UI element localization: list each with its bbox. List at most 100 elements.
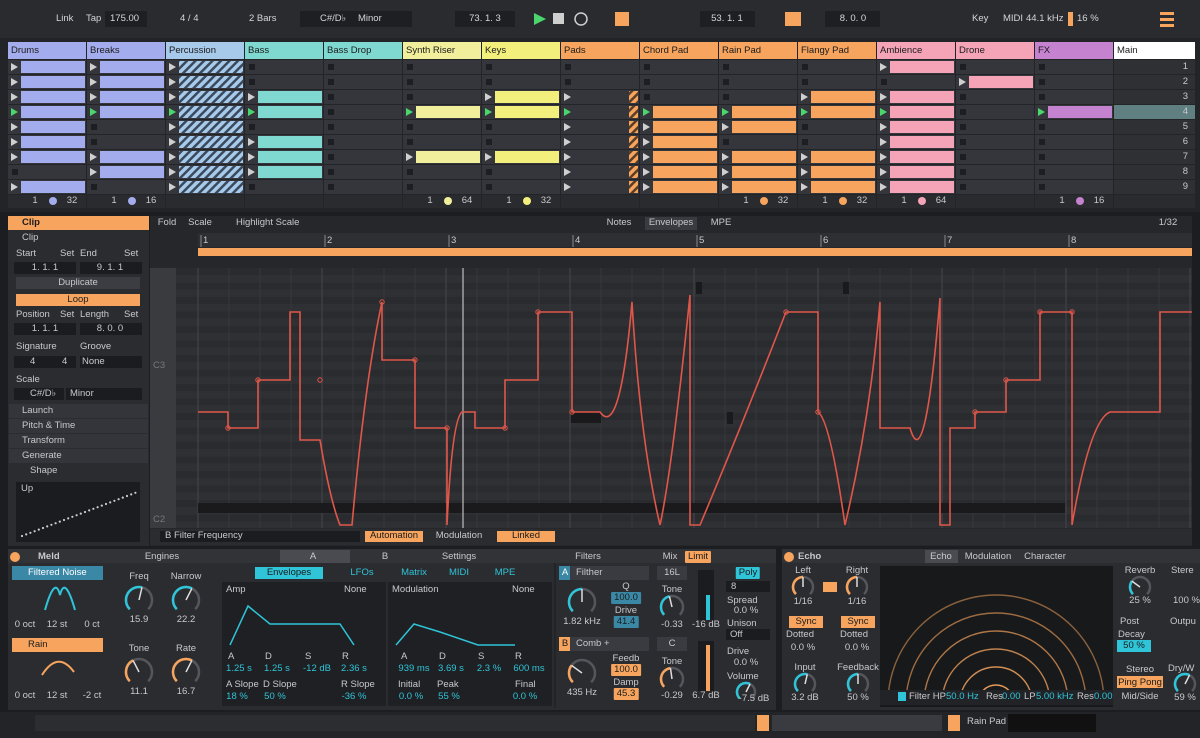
label[interactable]: 44.1 kHz [1026, 13, 1064, 24]
clip[interactable] [890, 166, 954, 178]
clip[interactable] [258, 91, 322, 103]
track-name[interactable]: Drone [959, 45, 985, 56]
label[interactable]: Set [60, 248, 75, 259]
clip[interactable] [811, 166, 875, 178]
label[interactable]: Fold [157, 217, 177, 228]
clip[interactable] [21, 136, 85, 148]
label[interactable]: Tap [86, 13, 102, 24]
label[interactable]: 4 / 4 [180, 13, 199, 24]
clip[interactable] [629, 121, 638, 133]
clip[interactable] [21, 151, 85, 163]
clip[interactable] [416, 106, 480, 118]
label[interactable]: Limit [684, 551, 712, 563]
scene-number[interactable]: 7 [1182, 151, 1188, 162]
clip[interactable] [179, 181, 243, 193]
track-name[interactable]: Bass Drop [327, 45, 372, 56]
label[interactable]: Sync [847, 616, 869, 627]
clip[interactable] [495, 151, 559, 163]
clip[interactable] [629, 151, 638, 163]
clip[interactable] [179, 91, 243, 103]
label[interactable]: Set [124, 309, 139, 320]
clip[interactable] [811, 106, 875, 118]
track-name[interactable]: Keys [485, 45, 507, 56]
scene-number[interactable]: 4 [1182, 106, 1188, 117]
label[interactable]: Notes [606, 217, 632, 228]
clip[interactable] [258, 136, 322, 148]
clip[interactable] [100, 151, 164, 163]
label[interactable]: Echo [930, 551, 952, 562]
clip[interactable] [258, 151, 322, 163]
clip[interactable] [179, 136, 243, 148]
clip[interactable] [653, 136, 717, 148]
clip[interactable] [890, 121, 954, 133]
clip[interactable] [732, 106, 796, 118]
clip[interactable] [21, 181, 85, 193]
clip[interactable] [811, 151, 875, 163]
clip[interactable] [21, 91, 85, 103]
label[interactable]: Set [60, 309, 75, 320]
clip[interactable] [21, 61, 85, 73]
clip[interactable] [179, 166, 243, 178]
label[interactable]: 175.00 [110, 13, 140, 24]
label[interactable]: 73. 1. 3 [469, 13, 501, 24]
clip[interactable] [258, 106, 322, 118]
clip[interactable] [653, 151, 717, 163]
label[interactable]: 2 Bars [249, 13, 277, 24]
label[interactable]: Modulation [435, 530, 483, 541]
scene-number[interactable]: 6 [1182, 136, 1188, 147]
label[interactable]: MIDI [448, 567, 470, 578]
label[interactable]: Envelopes [648, 217, 694, 228]
label[interactable]: Duplicate [58, 277, 98, 288]
clip[interactable] [179, 121, 243, 133]
clip[interactable] [653, 181, 717, 193]
clip[interactable] [100, 76, 164, 88]
scene-number[interactable]: 2 [1182, 76, 1188, 87]
label[interactable]: Link [56, 13, 74, 24]
clip[interactable] [629, 181, 638, 193]
label[interactable]: Set [124, 248, 139, 259]
clip[interactable] [653, 106, 717, 118]
track-name[interactable]: Main [1117, 45, 1138, 56]
label[interactable]: Matrix [401, 567, 427, 578]
label[interactable]: 53. 1. 1 [711, 13, 743, 24]
clip[interactable] [416, 151, 480, 163]
label[interactable]: MIDI [1003, 13, 1024, 24]
track-name[interactable]: Synth Riser [406, 45, 456, 56]
track-name[interactable]: Bass [248, 45, 270, 56]
label[interactable]: Poly [735, 567, 761, 579]
label[interactable]: Automation [369, 530, 419, 541]
label[interactable]: Loop [67, 294, 89, 305]
clip[interactable] [179, 106, 243, 118]
label[interactable]: Sync [795, 616, 817, 627]
label[interactable]: B [381, 551, 389, 562]
scene-number[interactable]: 3 [1182, 91, 1188, 102]
label[interactable]: A [309, 551, 317, 562]
label[interactable]: MPE [710, 217, 732, 228]
track-name[interactable]: Breaks [90, 45, 120, 56]
track-name[interactable]: Percussion [169, 45, 216, 56]
clip[interactable] [890, 181, 954, 193]
clip[interactable] [653, 166, 717, 178]
clip[interactable] [653, 121, 717, 133]
clip[interactable] [21, 121, 85, 133]
clip[interactable] [629, 106, 638, 118]
label[interactable]: Modulation [964, 551, 1012, 562]
label[interactable]: Envelopes [266, 567, 312, 578]
label[interactable]: 16 % [1077, 13, 1099, 24]
clip[interactable] [179, 61, 243, 73]
label[interactable]: Scale [188, 217, 212, 228]
scene-number[interactable]: 5 [1182, 121, 1188, 132]
clip[interactable] [179, 151, 243, 163]
label[interactable]: Linked [512, 530, 540, 541]
label[interactable]: Key [972, 13, 989, 24]
clip[interactable] [258, 166, 322, 178]
label[interactable]: C#/D♭ [320, 13, 347, 24]
clip[interactable] [732, 166, 796, 178]
clip[interactable] [969, 76, 1033, 88]
scene-number[interactable]: 8 [1182, 166, 1188, 177]
clip[interactable] [495, 106, 559, 118]
label[interactable]: Settings [441, 551, 477, 562]
clip[interactable] [890, 91, 954, 103]
label[interactable]: Minor [358, 13, 382, 24]
clip[interactable] [100, 91, 164, 103]
